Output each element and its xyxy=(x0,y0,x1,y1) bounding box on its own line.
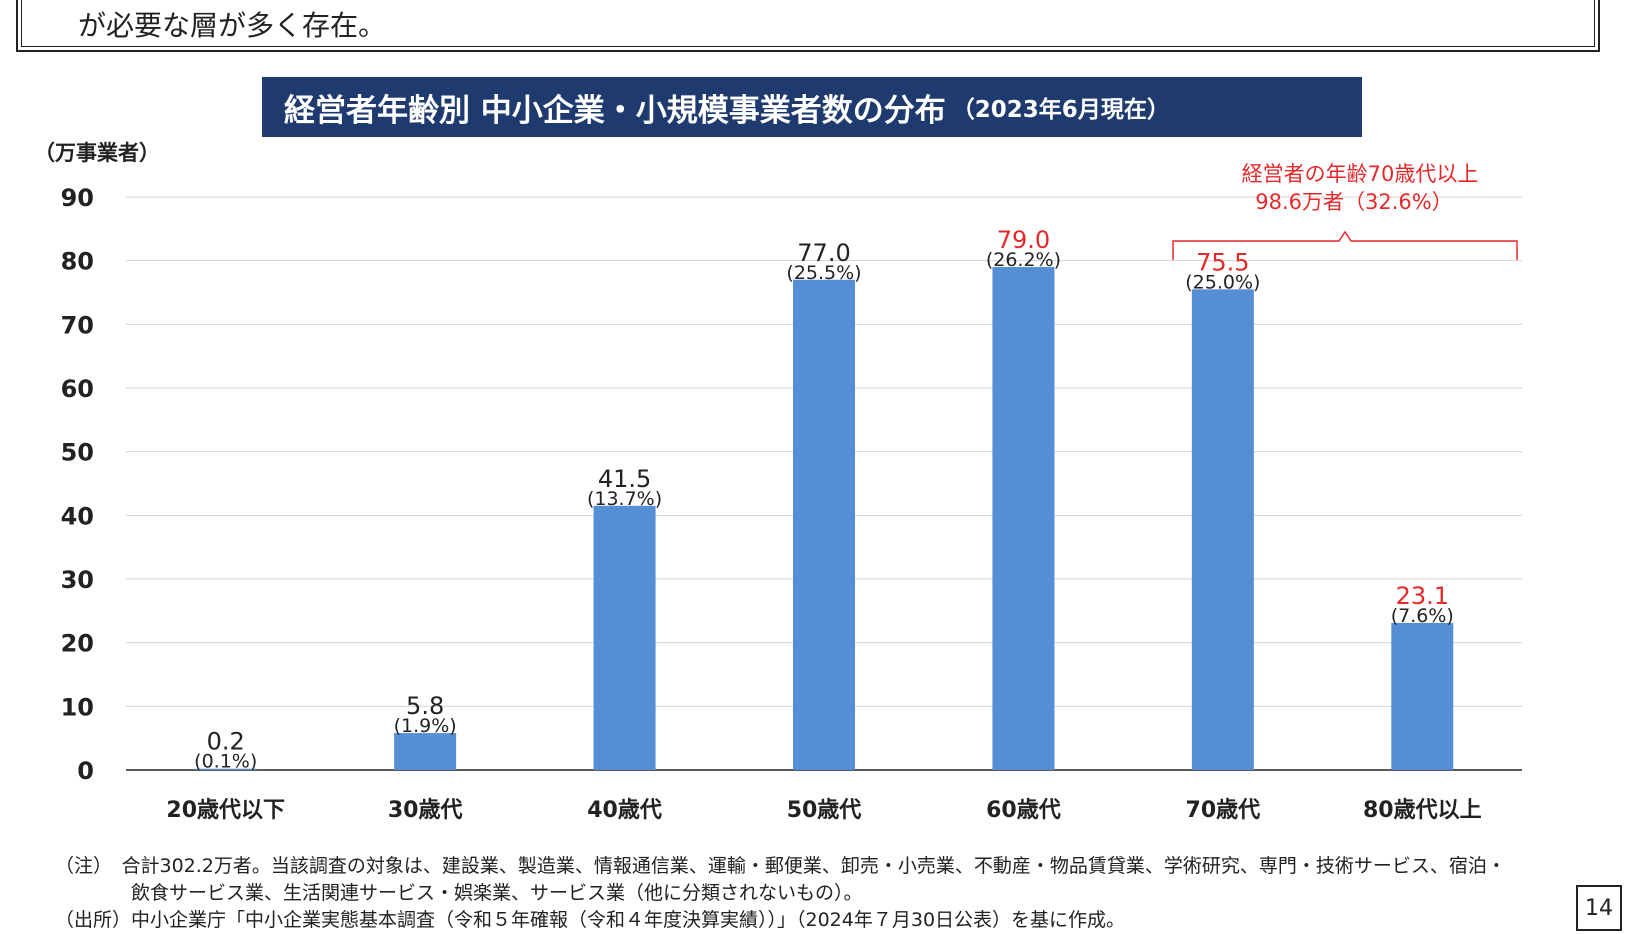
bar xyxy=(194,768,257,770)
percent-label: (25.0%) xyxy=(1185,271,1260,293)
chart-title-bar: 経営者年齢別 中小企業・小規模事業者数の分布 （2023年6月現在） xyxy=(262,77,1362,137)
y-tick-label: 40 xyxy=(61,502,94,530)
source-line: （出所）中小企業庁「中小企業実態基本調査（令和５年確報（令和４年度決算実績））」… xyxy=(55,909,1126,931)
x-tick-label: 40歳代 xyxy=(587,798,662,820)
y-tick-label: 80 xyxy=(61,248,94,276)
chart-title: 経営者年齢別 中小企業・小規模事業者数の分布 xyxy=(284,92,946,129)
x-tick-label: 30歳代 xyxy=(388,798,463,820)
percent-label: (7.6%) xyxy=(1391,605,1454,627)
value-label: 5.8 xyxy=(406,692,444,720)
y-tick-label: 20 xyxy=(61,630,94,658)
value-label: 0.2 xyxy=(207,728,245,756)
note-line-2: 飲食サービス業、生活関連サービス・娯楽業、サービス業（他に分類されないもの）。 xyxy=(55,882,863,904)
x-tick-label: 80歳代以上 xyxy=(1363,798,1482,820)
note-line-1: （注） 合計302.2万者。当該調査の対象は、建設業、製造業、情報通信業、運輸・… xyxy=(55,855,1506,877)
x-tick-label: 50歳代 xyxy=(787,798,862,820)
bar xyxy=(394,733,457,770)
x-tick-label: 20歳代以下 xyxy=(166,798,285,820)
percent-label: (26.2%) xyxy=(986,249,1061,271)
percent-label: (25.5%) xyxy=(786,262,861,284)
percent-label: (1.9%) xyxy=(394,715,457,737)
y-tick-label: 60 xyxy=(61,375,94,403)
x-tick-label: 60歳代 xyxy=(986,798,1061,820)
bar-chart: 0 10 20 30 40 50 60 70 80 90 0.2(0.1%) 20歳代以下 5.8(1.… xyxy=(61,162,1522,820)
value-label: 75.5 xyxy=(1196,248,1249,276)
bar xyxy=(793,279,855,770)
page-number: 14 xyxy=(1576,885,1622,931)
value-label: 23.1 xyxy=(1396,582,1449,610)
value-label: 41.5 xyxy=(598,465,651,493)
y-tick-label: 30 xyxy=(61,566,94,594)
annotation-line-1: 経営者の年齢70歳代以上 xyxy=(1242,162,1479,186)
percent-label: (13.7%) xyxy=(587,488,662,510)
bar xyxy=(1191,289,1254,770)
annotation-bracket xyxy=(1172,230,1518,260)
x-tick-label: 70歳代 xyxy=(1186,798,1261,820)
y-tick-label: 0 xyxy=(77,757,94,785)
y-tick-label: 90 xyxy=(61,184,94,212)
y-axis-unit-label: （万事業者） xyxy=(34,141,160,165)
y-tick-label: 50 xyxy=(61,439,94,467)
value-label: 79.0 xyxy=(997,226,1050,254)
message-box-inner-border xyxy=(21,0,1595,47)
y-tick-label: 70 xyxy=(61,311,94,339)
value-label: 77.0 xyxy=(797,239,850,267)
bar xyxy=(593,505,656,770)
percent-label: (0.1%) xyxy=(194,751,257,773)
bar xyxy=(992,267,1055,770)
y-tick-label: 10 xyxy=(61,693,94,721)
chart-title-date: （2023年6月現在） xyxy=(951,97,1170,123)
message-box xyxy=(16,0,1600,52)
annotation-line-2: 98.6万者（32.6%） xyxy=(1255,190,1452,214)
message-text: が必要な層が多く存在。 xyxy=(78,9,387,42)
bar xyxy=(1391,622,1454,770)
